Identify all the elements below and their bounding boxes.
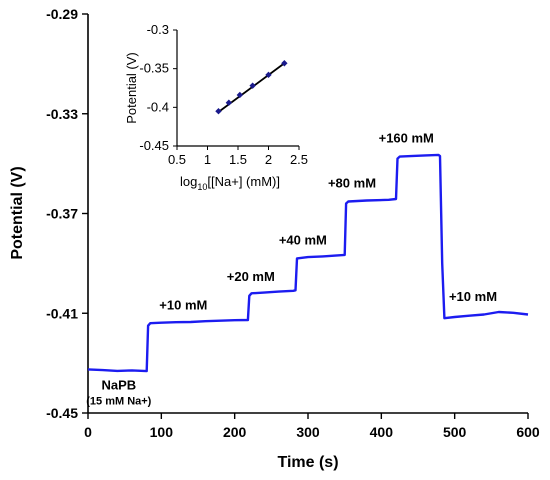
inset-y-tick-label: -0.4 [147, 99, 169, 114]
inset-y-axis-title: Potential (V) [124, 52, 139, 124]
x-tick-label: 200 [223, 424, 247, 440]
x-tick-label: 600 [516, 424, 540, 440]
inset-y-tick-label: -0.35 [139, 61, 169, 76]
inset-plot: -0.3 -0.35 -0.4 -0.45 0.5 1 1.5 2 2.5 Potential… [124, 22, 308, 192]
inset-x-tick-label: 0.5 [168, 152, 186, 167]
x-tick-label: 500 [443, 424, 467, 440]
inset-x-tick-label: 2 [265, 152, 272, 167]
y-tick-label: -0.45 [46, 405, 78, 421]
x-tick-label: 100 [150, 424, 174, 440]
inset-data-point [281, 60, 288, 67]
x-tick-label: 0 [84, 424, 92, 440]
inset-data-point [215, 108, 222, 115]
main-x-ticks: 0 100 200 300 400 500 600 [84, 413, 540, 440]
inset-x-ticks: 0.5 1 1.5 2 2.5 [168, 146, 308, 167]
step-annotation: +40 mM [279, 233, 327, 248]
inset-x-tick-label: 2.5 [290, 152, 308, 167]
main-y-ticks: -0.29 -0.33 -0.37 -0.41 -0.45 [46, 6, 88, 421]
x-tick-label: 400 [370, 424, 394, 440]
x-tick-label: 300 [296, 424, 320, 440]
step-annotation: +10 mM [159, 298, 207, 313]
inset-y-tick-label: -0.45 [139, 138, 169, 153]
step-annotation: +160 mM [379, 130, 434, 145]
step-annotation: +20 mM [227, 269, 275, 284]
y-tick-label: -0.29 [46, 6, 78, 22]
step-annotation: NaPB [101, 377, 136, 392]
inset-data-point [225, 99, 233, 106]
step-annotation: (15 mM Na+) [86, 395, 151, 407]
inset-data-point [236, 91, 244, 99]
y-tick-label: -0.41 [46, 305, 78, 321]
step-annotations: NaPB (15 mM Na+) +10 mM +20 mM +40 mM +80 mM +… [86, 130, 497, 407]
x-axis-title: Time (s) [277, 454, 338, 471]
inset-points [215, 60, 288, 115]
y-tick-label: -0.33 [46, 106, 78, 122]
inset-x-tick-label: 1.5 [229, 152, 247, 167]
step-annotation: +80 mM [328, 175, 376, 190]
inset-data-point [249, 82, 256, 89]
potential-trace [87, 153, 529, 373]
inset-x-tick-label: 1 [204, 152, 211, 167]
step-annotation: +10 mM [449, 289, 497, 304]
y-axis-title: Potential (V) [9, 166, 26, 259]
inset-data-point [265, 71, 272, 79]
main-plot: -0.29-0.33-0.37-0.41-0.45 0 100 200 300 400 5… [9, 6, 540, 471]
inset-y-ticks: -0.3 -0.35 -0.4 -0.45 [139, 22, 177, 153]
y-tick-label: -0.37 [46, 206, 78, 222]
inset-y-tick-label: -0.3 [147, 22, 169, 37]
inset-x-axis-title: log10[[Na+] (mM)] [180, 174, 280, 192]
